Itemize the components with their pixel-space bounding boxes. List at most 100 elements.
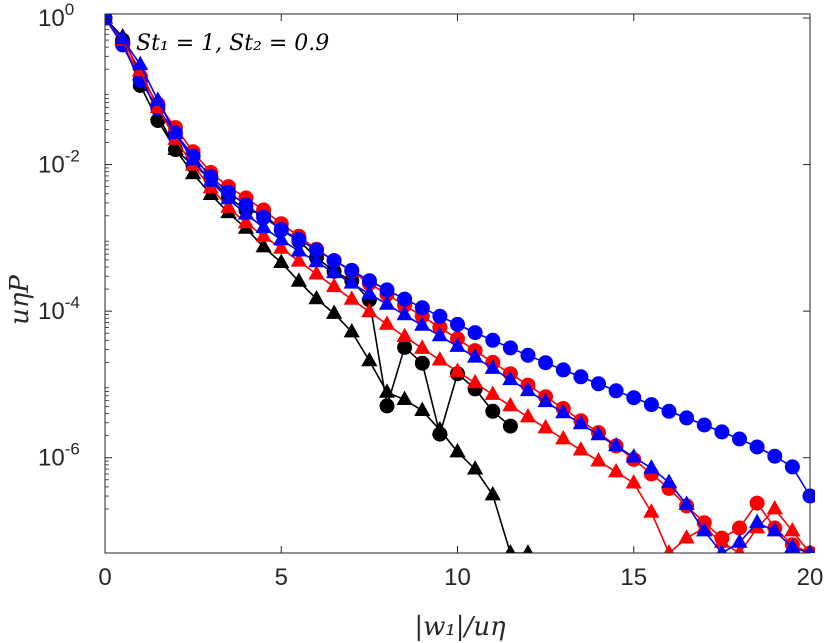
blue-circles-point-40 bbox=[802, 488, 815, 504]
blue-circles-point-37 bbox=[749, 439, 765, 455]
blue-triangles-point-16 bbox=[378, 295, 396, 310]
red-triangles-point-36 bbox=[734, 544, 745, 553]
blue-triangles-point-12 bbox=[308, 252, 325, 268]
blue-triangles-point-39 bbox=[784, 538, 801, 553]
x-tick-label-4: 20 bbox=[797, 564, 824, 591]
red-triangles-point-31 bbox=[643, 503, 660, 518]
blue-triangles-point-22 bbox=[484, 359, 501, 374]
red-triangles-point-21 bbox=[467, 373, 484, 389]
blue-circles-point-12 bbox=[309, 242, 324, 258]
red-triangles-point-27 bbox=[572, 441, 589, 456]
series-black-triangles bbox=[105, 14, 534, 553]
blue-circles-point-24 bbox=[520, 347, 536, 363]
black-circles-point-22 bbox=[502, 418, 518, 434]
black-triangles-point-9 bbox=[255, 238, 272, 253]
blue-triangles-point-27 bbox=[572, 414, 589, 430]
black-triangles-point-10 bbox=[273, 253, 290, 268]
blue-triangles-point-15 bbox=[361, 284, 378, 300]
red-triangles-point-9 bbox=[255, 227, 272, 242]
blue-circles-point-8 bbox=[238, 197, 254, 213]
black-triangles-point-24 bbox=[522, 544, 534, 553]
blue-triangles-point-24 bbox=[519, 381, 537, 397]
blue-circles-point-13 bbox=[326, 253, 342, 269]
blue-triangles-point-32 bbox=[660, 473, 678, 488]
x-axis-label: |w₁|/uη bbox=[414, 612, 506, 642]
black-triangles-point-17 bbox=[396, 390, 413, 406]
blue-circles-point-27 bbox=[573, 369, 589, 385]
chart-annotation: St₁ = 1, St₂ = 0.9 bbox=[136, 31, 329, 56]
red-triangles-point-35 bbox=[713, 533, 730, 548]
blue-triangles-point-38 bbox=[766, 522, 783, 537]
black-triangles-line bbox=[105, 17, 528, 553]
blue-triangles-point-2 bbox=[132, 55, 149, 71]
red-triangles-line bbox=[105, 17, 811, 553]
red-triangles-point-33 bbox=[678, 529, 695, 544]
blue-triangles-point-29 bbox=[608, 436, 625, 452]
blue-circles-point-29 bbox=[608, 383, 624, 399]
blue-circles-point-18 bbox=[414, 300, 430, 316]
blue-triangles-point-10 bbox=[273, 230, 290, 246]
blue-triangles-point-13 bbox=[326, 263, 343, 279]
blue-triangles-point-21 bbox=[467, 348, 484, 363]
blue-triangles-point-26 bbox=[555, 403, 572, 419]
series-layer bbox=[105, 14, 815, 553]
black-circles-point-21 bbox=[485, 403, 501, 419]
black-circles-point-17 bbox=[414, 355, 430, 371]
red-triangles-point-8 bbox=[237, 213, 255, 229]
red-triangles-point-14 bbox=[343, 290, 360, 305]
blue-circles-point-16 bbox=[379, 282, 395, 298]
ticks-layer: 0 5 10 15 20 100 10-2 10-4 10-6 bbox=[38, 0, 823, 591]
x-tick-label-0: 0 bbox=[98, 564, 111, 591]
red-triangles-point-12 bbox=[308, 265, 325, 280]
blue-triangles-point-9 bbox=[255, 218, 272, 234]
blue-circles-point-34 bbox=[696, 417, 712, 433]
black-circles-point-18 bbox=[432, 426, 448, 442]
blue-circles-point-9 bbox=[256, 209, 272, 225]
x-tick-label-2: 10 bbox=[444, 564, 471, 591]
blue-circles-point-26 bbox=[555, 362, 571, 378]
red-triangles-point-30 bbox=[625, 474, 642, 489]
blue-triangles-point-17 bbox=[396, 305, 413, 321]
series-blue-circles bbox=[105, 14, 815, 504]
red-triangles-point-39 bbox=[784, 522, 801, 537]
blue-circles-point-28 bbox=[591, 376, 606, 392]
axes-frame bbox=[104, 13, 811, 554]
black-triangles-point-20 bbox=[449, 442, 466, 458]
blue-triangles-line bbox=[105, 17, 811, 553]
blue-triangles-point-7 bbox=[220, 189, 237, 205]
y-tick-label-0: 100 bbox=[38, 0, 74, 32]
blue-triangles-point-25 bbox=[537, 392, 554, 408]
red-triangles-point-22 bbox=[484, 385, 501, 400]
blue-circles-point-31 bbox=[643, 397, 659, 413]
blue-triangles-point-23 bbox=[502, 370, 519, 386]
blue-triangles-point-1 bbox=[114, 29, 131, 45]
series-blue-triangles bbox=[105, 14, 815, 553]
blue-circles-point-15 bbox=[361, 273, 377, 289]
red-triangles-point-28 bbox=[590, 452, 607, 467]
black-triangles-point-12 bbox=[308, 289, 325, 305]
blue-triangles-point-18 bbox=[414, 316, 431, 331]
red-triangles-point-15 bbox=[361, 302, 378, 318]
y-tick-label-1: 10-2 bbox=[38, 147, 80, 179]
red-triangles-point-26 bbox=[555, 430, 572, 445]
blue-circles-point-11 bbox=[291, 232, 307, 247]
red-triangles-point-19 bbox=[431, 351, 448, 366]
blue-circles-point-20 bbox=[450, 316, 465, 332]
y-tick-label-2: 10-4 bbox=[38, 293, 80, 325]
series-black-circles bbox=[115, 32, 518, 442]
blue-circles-point-30 bbox=[626, 390, 642, 406]
blue-triangles-point-20 bbox=[449, 337, 466, 352]
blue-circles-point-2 bbox=[132, 73, 148, 89]
blue-triangles-point-36 bbox=[731, 533, 748, 548]
red-triangles-point-13 bbox=[326, 277, 343, 293]
red-triangles-point-16 bbox=[378, 315, 396, 330]
blue-triangles-point-4 bbox=[167, 124, 184, 139]
red-triangles-point-23 bbox=[502, 396, 519, 412]
blue-triangles-point-3 bbox=[149, 91, 166, 106]
red-triangles-point-11 bbox=[290, 252, 307, 267]
blue-triangles-point-6 bbox=[202, 172, 219, 187]
red-triangles-point-29 bbox=[608, 462, 625, 478]
blue-triangles-point-33 bbox=[678, 495, 695, 510]
blue-circles-point-35 bbox=[714, 424, 730, 440]
